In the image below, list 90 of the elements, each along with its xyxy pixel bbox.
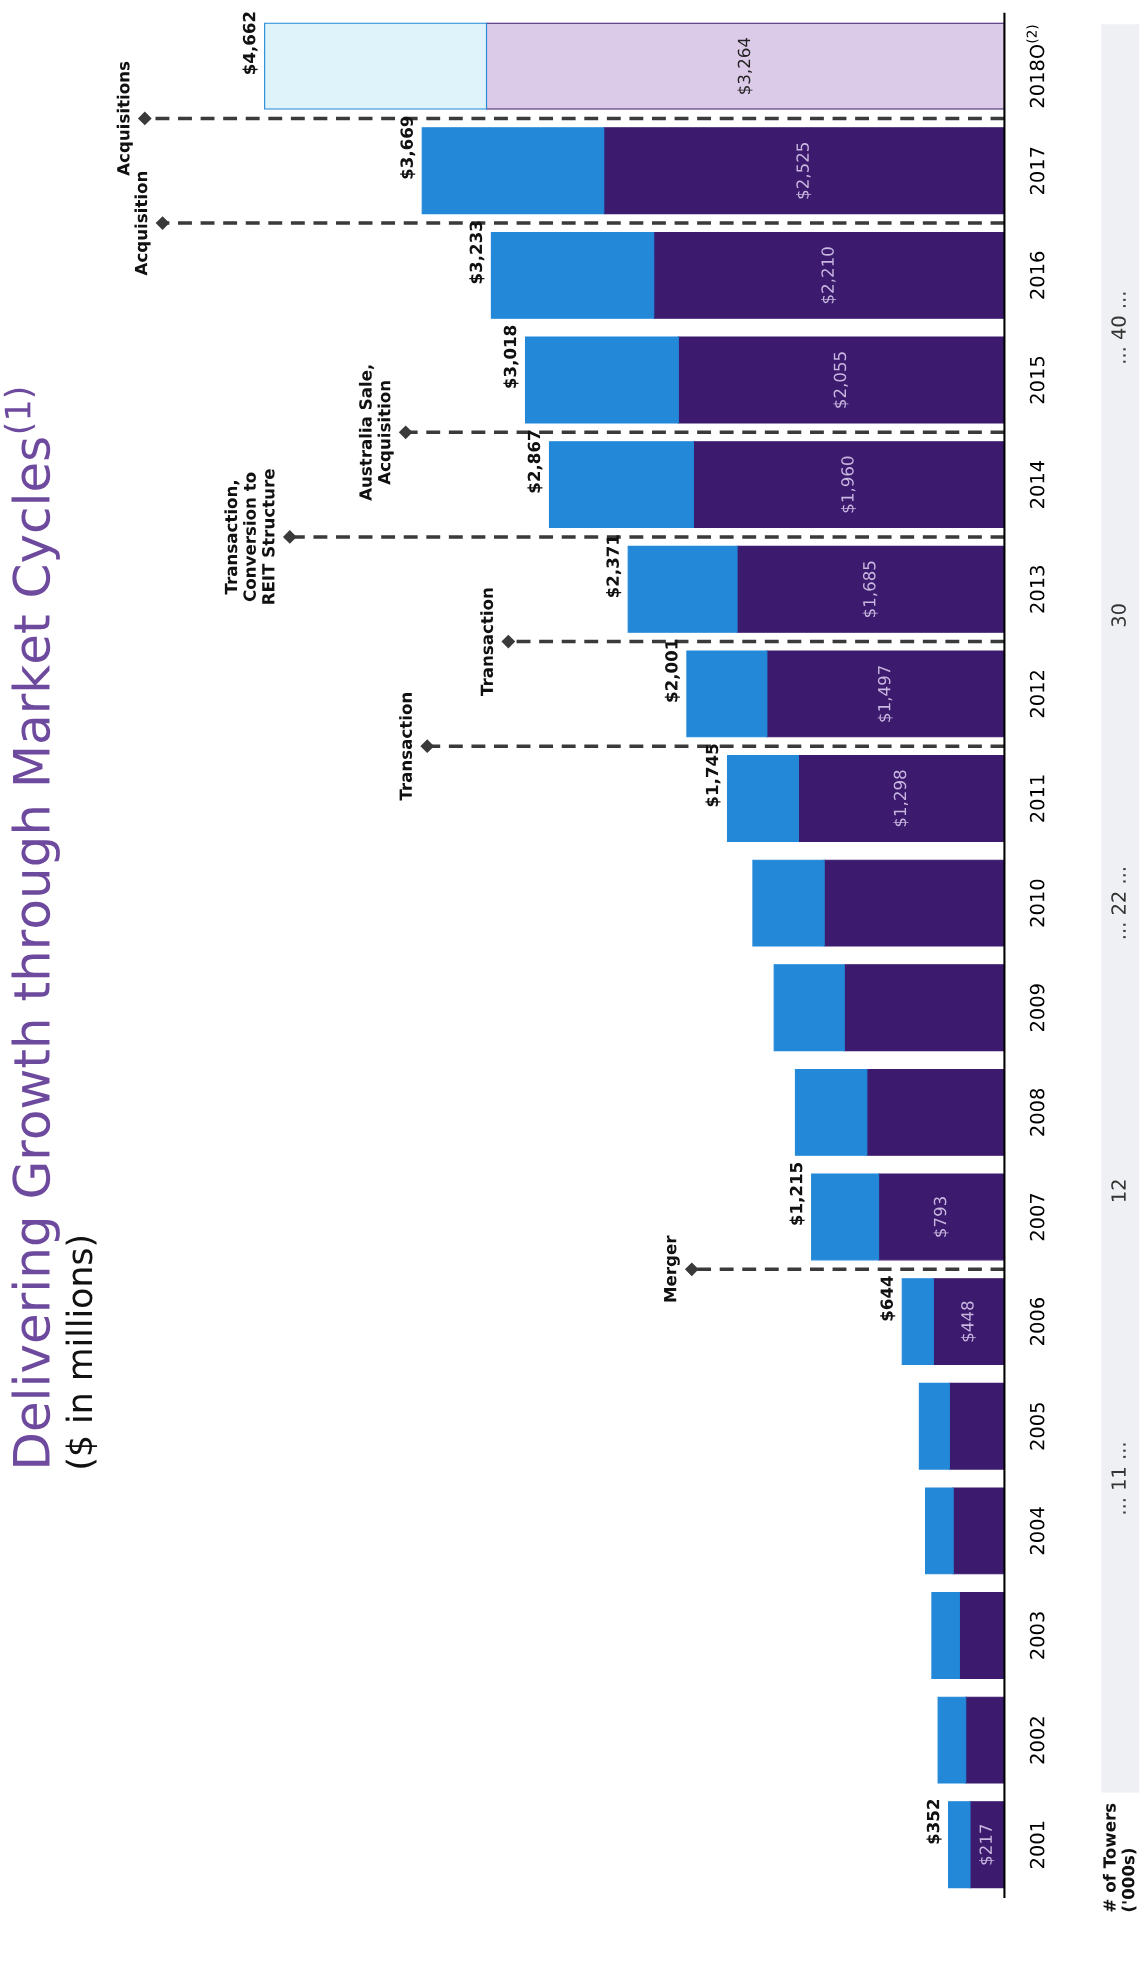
bar bbox=[490, 231, 655, 319]
ref-line-label: Transaction, Conversion to REIT Structure bbox=[224, 469, 275, 604]
bar bbox=[948, 1801, 971, 1889]
y-tick-label: 2017 bbox=[1029, 147, 1045, 195]
y-tick-label: 2009 bbox=[1029, 984, 1045, 1032]
y-tick-label: 2011 bbox=[1029, 775, 1045, 822]
bar bbox=[653, 231, 1005, 319]
total-label: $2,867 bbox=[527, 430, 543, 493]
text: Delivering Growth through Market Cycles$^{(1)}$ bbox=[3, 388, 60, 1466]
y-tick-label: 2008 bbox=[1029, 1088, 1045, 1136]
bar bbox=[958, 1592, 1005, 1679]
ref-line-label: Transaction bbox=[399, 693, 413, 801]
text: 12 bbox=[1111, 1180, 1126, 1202]
text: 30 bbox=[1111, 604, 1126, 627]
bar bbox=[524, 336, 679, 424]
bar bbox=[901, 1278, 934, 1366]
y-tick-label: 2018O$^{(2)}$ bbox=[1026, 25, 1045, 108]
ref-line-label: Transaction bbox=[480, 588, 494, 696]
data-label: $1,497 bbox=[877, 666, 893, 722]
data-label: $2,525 bbox=[796, 143, 812, 199]
total-label: $3,233 bbox=[469, 221, 485, 284]
bar bbox=[918, 1382, 950, 1470]
bar bbox=[548, 441, 694, 529]
bar bbox=[797, 755, 1005, 842]
bar bbox=[264, 22, 488, 110]
ref-line-label: Acquisition bbox=[134, 171, 151, 276]
bar bbox=[766, 650, 1005, 738]
bar bbox=[736, 545, 1005, 633]
bar bbox=[485, 22, 1005, 110]
bar bbox=[811, 1173, 880, 1261]
y-tick-label: 2015 bbox=[1029, 356, 1045, 404]
y-tick-label: 2012 bbox=[1029, 671, 1045, 718]
y-tick-label: 2002 bbox=[1029, 1717, 1045, 1764]
bar bbox=[627, 545, 738, 633]
text: ... 11 ... bbox=[1111, 1443, 1126, 1514]
bar bbox=[677, 336, 1005, 424]
total-label: $644 bbox=[880, 1276, 896, 1321]
data-label: $1,298 bbox=[893, 770, 909, 827]
y-tick-label: 2004 bbox=[1029, 1507, 1045, 1555]
bar bbox=[603, 127, 1005, 215]
data-label: $793 bbox=[933, 1197, 949, 1237]
y-tick-label: 2010 bbox=[1029, 879, 1045, 927]
bar bbox=[932, 1278, 1005, 1366]
total-label: $1,745 bbox=[705, 744, 721, 807]
total-label: $2,001 bbox=[664, 639, 680, 702]
bar bbox=[421, 127, 605, 215]
text: ... 40 ... bbox=[1111, 292, 1126, 363]
bar bbox=[794, 1068, 868, 1156]
ref-line-label: Australia Sale, Acquisition bbox=[358, 365, 394, 501]
y-tick-label: 2005 bbox=[1029, 1403, 1045, 1450]
y-tick-label: 2001 bbox=[1029, 1821, 1045, 1869]
bar bbox=[726, 755, 800, 842]
y-tick-label: 2007 bbox=[1029, 1193, 1045, 1241]
bar bbox=[686, 650, 768, 738]
text: ... 22 ... bbox=[1111, 868, 1126, 939]
data-label: $2,210 bbox=[821, 247, 837, 304]
data-label: $3,264 bbox=[737, 37, 753, 94]
data-label: $1,960 bbox=[840, 456, 856, 513]
total-label: $352 bbox=[926, 1799, 942, 1844]
bar bbox=[773, 964, 845, 1052]
y-tick-label: 2006 bbox=[1029, 1298, 1045, 1345]
ref-line-label: Acquisitions bbox=[116, 61, 133, 176]
total-label: $3,669 bbox=[400, 116, 416, 179]
bar bbox=[931, 1592, 960, 1679]
total-label: $1,215 bbox=[789, 1162, 805, 1225]
text: ($ in millions) bbox=[65, 1236, 98, 1468]
bar bbox=[948, 1382, 1005, 1470]
bar bbox=[692, 441, 1005, 529]
bar bbox=[843, 964, 1005, 1052]
y-tick-label: 2013 bbox=[1029, 566, 1045, 613]
data-label: $448 bbox=[960, 1301, 976, 1342]
total-label: $2,371 bbox=[606, 535, 622, 598]
bar bbox=[878, 1173, 1005, 1261]
bar bbox=[823, 859, 1005, 947]
total-label: $4,662 bbox=[242, 12, 258, 74]
bar bbox=[937, 1696, 967, 1784]
data-label: $217 bbox=[979, 1824, 995, 1865]
bar bbox=[925, 1487, 954, 1575]
y-tick-label: 2003 bbox=[1029, 1612, 1045, 1659]
bar bbox=[752, 859, 825, 947]
ref-line-label: Merger bbox=[664, 1235, 680, 1302]
text: # of Towers ('000s) bbox=[1102, 1803, 1137, 1912]
y-tick-label: 2016 bbox=[1029, 251, 1045, 299]
total-label: $3,018 bbox=[503, 325, 519, 388]
bar bbox=[952, 1487, 1005, 1575]
data-label: $2,055 bbox=[833, 352, 849, 408]
y-tick-label: 2014 bbox=[1029, 460, 1045, 508]
bar bbox=[866, 1068, 1005, 1156]
bar bbox=[965, 1696, 1005, 1784]
data-label: $1,685 bbox=[862, 561, 878, 618]
